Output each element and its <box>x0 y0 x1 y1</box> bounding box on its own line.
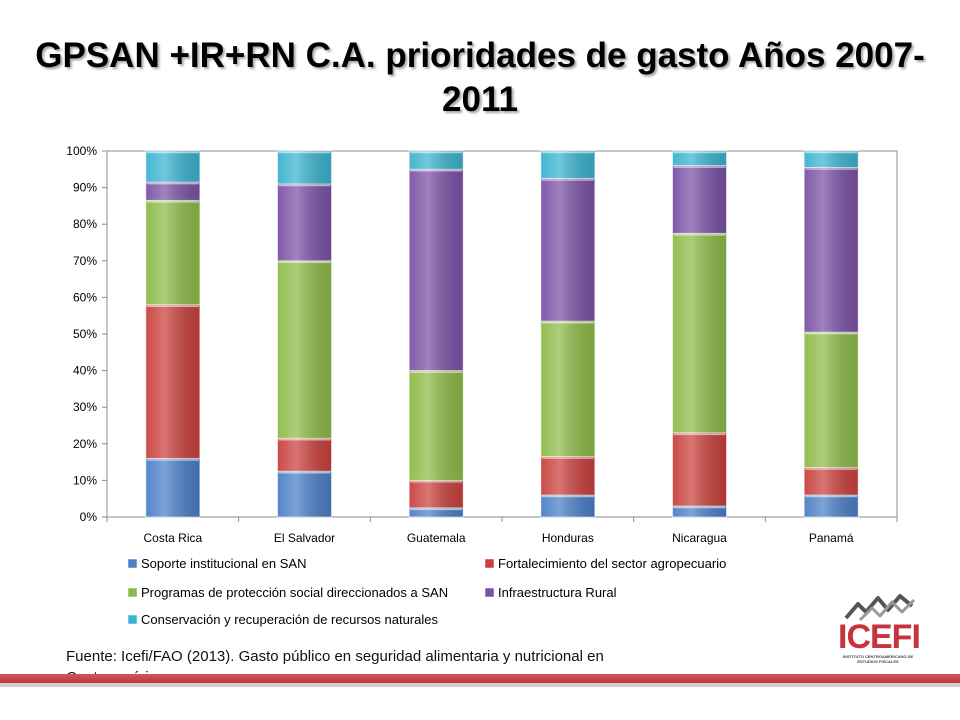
icefi-logo: ICEFI INSTITUTO CENTROAMERICANO DE ESTUD… <box>838 592 921 664</box>
y-tick-label: 60% <box>73 290 97 304</box>
bar-segment-shade <box>145 458 200 517</box>
x-tick-label: Guatemala <box>407 531 466 545</box>
slide-title: GPSAN +IR+RN C.A. prioridades de gasto A… <box>35 36 925 119</box>
bar-segment-shade <box>145 304 200 459</box>
bar-segment-shade <box>145 182 200 201</box>
plot-border <box>106 150 898 518</box>
bar-segment-shade <box>804 332 859 468</box>
bar-segment-shade <box>804 167 859 333</box>
y-tick-label: 40% <box>73 364 97 378</box>
bar-stack <box>803 150 859 518</box>
footer-bar <box>0 674 960 683</box>
y-tick-label: 20% <box>73 437 97 451</box>
bar-segment-shade <box>804 151 859 168</box>
bar-segment-shade <box>672 151 727 166</box>
bar-stack <box>408 150 464 518</box>
bar-stack <box>540 150 596 518</box>
bars <box>145 150 859 518</box>
y-tick-label: 30% <box>73 400 97 414</box>
x-tick-label: El Salvador <box>274 531 335 545</box>
bar-segment-shade <box>672 165 727 234</box>
bar-segment-shade <box>145 200 200 305</box>
legend-label: Fortalecimiento del sector agropecuario <box>498 556 726 571</box>
x-tick-label: Costa Rica <box>143 531 202 545</box>
legend-label: Soporte institucional en SAN <box>141 556 306 571</box>
legend-item: Conservación y recuperación de recursos … <box>127 612 438 627</box>
y-tick-label: 70% <box>73 254 97 268</box>
y-tick-label: 80% <box>73 217 97 231</box>
mountain-icon <box>844 594 916 622</box>
bar-segment-shade <box>540 456 595 496</box>
x-tick-label: Panamá <box>809 531 854 545</box>
bar-segment-shade <box>540 178 595 322</box>
legend-item: Infraestructura Rural <box>484 585 617 600</box>
legend-swatch <box>127 614 138 625</box>
bar-stack <box>277 150 332 518</box>
bar-segment-shade <box>277 260 332 439</box>
bar-segment-shade <box>277 183 332 261</box>
bar-segment-shade <box>409 480 464 508</box>
x-axis: Costa Rica El Salvador Guatemala Honduras Ni… <box>106 517 898 545</box>
bar-segment-shade <box>540 495 595 517</box>
bar-segment-shade <box>277 151 332 184</box>
legend-swatch <box>484 558 495 569</box>
legend-label: Infraestructura Rural <box>498 585 617 600</box>
y-tick-label: 100% <box>66 144 97 158</box>
y-tick-label: 10% <box>73 473 97 487</box>
bar-segment-shade <box>540 321 595 457</box>
x-tick-label: Nicaragua <box>672 531 727 545</box>
bar-segment-shade <box>804 495 859 517</box>
bar-segment-shade <box>672 432 727 507</box>
logo-text: ICEFI <box>838 618 921 656</box>
bar-segment-shade <box>409 169 464 371</box>
bar-segment-shade <box>277 471 332 517</box>
footer-shade <box>0 683 960 687</box>
bar-segment-shade <box>540 151 595 179</box>
logo-subtext: INSTITUTO CENTROAMERICANO DE ESTUDIOS FI… <box>842 654 914 664</box>
bar-segment-shade <box>145 151 200 183</box>
legend-swatch <box>127 587 138 598</box>
y-tick-label: 0% <box>80 510 98 524</box>
bar-segment-shade <box>409 151 464 170</box>
bar-stack <box>145 150 201 518</box>
y-tick-label: 90% <box>73 181 97 195</box>
bar-segment-shade <box>672 506 727 517</box>
y-axis: 0% 10% 20% 30% 40% 50% 60% 70% 80% 90% 100% <box>66 144 107 524</box>
y-tick-label: 50% <box>73 327 97 341</box>
bar-segment-shade <box>409 507 464 517</box>
legend-item: Fortalecimiento del sector agropecuario <box>484 556 726 571</box>
legend-label: Programas de protección social direccion… <box>141 585 448 600</box>
x-tick-label: Honduras <box>542 531 594 545</box>
stacked-bar-chart: 0% 10% 20% 30% 40% 50% 60% 70% 80% 90% 100% Costa … <box>66 144 898 627</box>
bar-segment-shade <box>672 233 727 433</box>
legend-swatch <box>127 558 138 569</box>
legend-swatch <box>484 587 495 598</box>
legend-item: Programas de protección social direccion… <box>127 585 448 600</box>
legend: Soporte institucional en SAN Fortalecimie… <box>127 556 726 627</box>
plot-area <box>106 150 898 518</box>
legend-item: Soporte institucional en SAN <box>127 556 306 571</box>
bar-segment-shade <box>804 467 859 496</box>
bar-segment-shade <box>409 370 464 481</box>
bar-stack <box>672 150 727 518</box>
bar-segment-shade <box>277 438 332 472</box>
legend-label: Conservación y recuperación de recursos … <box>141 612 438 627</box>
